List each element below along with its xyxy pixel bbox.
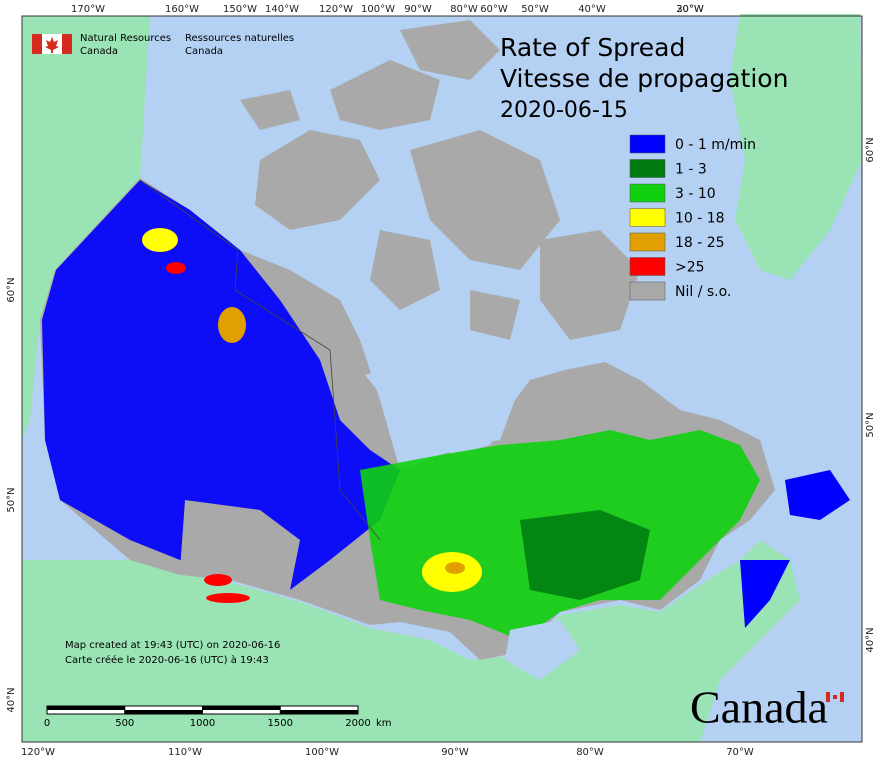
legend-swatch [629, 257, 666, 276]
wordmark: Canada [690, 682, 844, 733]
nova-scotia [740, 560, 790, 628]
lon-label-bottom: 110°W [168, 747, 202, 758]
flag-bar [32, 34, 42, 54]
lat-label-right: 60°N [865, 137, 876, 162]
lon-label-top: 20°W [676, 4, 704, 15]
lat-label-left: 40°N [6, 687, 17, 712]
island [255, 130, 380, 230]
agency-fr: Canada [185, 46, 223, 57]
lon-label-top: 30°W [676, 4, 704, 15]
lon-label-top: 140°W [265, 4, 299, 15]
maple-leaf [45, 37, 59, 53]
spread-10-18-zone [142, 228, 178, 252]
legend-swatch [629, 183, 666, 203]
legend: 0 - 1 m/min 1 - 3 3 - 10 10 - 18 18 - 25 >25 N… [629, 134, 756, 301]
lat-label-left: 50°N [6, 487, 17, 512]
island [410, 130, 560, 270]
agency-fr: Ressources naturelles [185, 33, 294, 44]
scale-bar: 0 500 1000 1500 2000 km [44, 705, 392, 729]
lat-label-right: 40°N [865, 627, 876, 652]
scale-segment [280, 710, 358, 714]
territory-border [139, 179, 381, 541]
wordmark-text: Canada [690, 682, 828, 733]
scale-label: 1000 [190, 718, 215, 729]
island [370, 230, 440, 310]
lat-label-left: 60°N [6, 277, 17, 302]
lon-label-top: 150°W [223, 4, 257, 15]
spread-18-25-zone [445, 562, 465, 574]
agency-en: Natural Resources [80, 33, 171, 44]
arctic-islands [240, 20, 640, 340]
lon-label-top: 80°W [450, 4, 478, 15]
map-border [21, 15, 863, 743]
scale-label: 1500 [268, 718, 293, 729]
flag-bar [840, 692, 844, 702]
lon-label-top: 60°W [480, 4, 508, 15]
legend-label: Nil / s.o. [675, 284, 731, 300]
scale-label: 500 [115, 718, 134, 729]
legend-label: >25 [675, 260, 705, 276]
island [540, 230, 640, 340]
spread-18-25-zone [218, 307, 246, 343]
spread-gt25-zone [166, 262, 186, 274]
hudson-bay [365, 360, 505, 455]
lon-label-bottom: 120°W [21, 747, 55, 758]
gov-logo [32, 34, 72, 54]
graticule-labels: 170°W 160°W 150°W 140°W 120°W 100°W 90°W 80°W 60… [6, 4, 876, 758]
island [240, 90, 300, 130]
lon-label-bottom: 100°W [305, 747, 339, 758]
lon-label-top: 100°W [361, 4, 395, 15]
island [330, 60, 440, 130]
agency-en: Canada [80, 46, 118, 57]
spread-1-3-zone [520, 510, 650, 600]
alaska-land [22, 16, 150, 440]
title: Rate of Spread [500, 33, 685, 62]
lon-label-top: 170°W [71, 4, 105, 15]
legend-swatch [629, 232, 666, 252]
lat-label-right: 50°N [865, 412, 876, 437]
flag-bar [62, 34, 72, 54]
lon-label-top: 90°W [404, 4, 432, 15]
footnote: Carte créée le 2020-06-16 (UTC) à 19:43 [65, 654, 269, 666]
island [470, 290, 520, 340]
legend-swatch [629, 159, 666, 178]
scale-segment [124, 710, 203, 714]
date: 2020-06-15 [500, 98, 628, 123]
flag-bar [826, 692, 830, 702]
spread-gt25-zone [204, 574, 232, 586]
scale-segment [202, 706, 281, 710]
spread-0-1-zone [42, 180, 400, 590]
nil-zone [180, 500, 300, 590]
lon-label-bottom: 80°W [576, 747, 604, 758]
scale-label: 0 [44, 718, 50, 729]
scale-unit: km [376, 718, 392, 729]
legend-label: 0 - 1 m/min [675, 137, 756, 153]
maple-leaf [833, 695, 837, 699]
lon-label-top: 160°W [165, 4, 199, 15]
legend-swatch [629, 134, 666, 154]
lon-label-top: 50°W [521, 4, 549, 15]
scale-segment [47, 706, 125, 710]
title: Vitesse de propagation [500, 64, 788, 93]
legend-label: 10 - 18 [675, 211, 725, 227]
map-area [22, 14, 862, 742]
lon-label-top: 120°W [319, 4, 353, 15]
lon-label-top: 40°W [578, 4, 606, 15]
newfoundland [785, 470, 850, 520]
legend-label: 1 - 3 [675, 162, 707, 178]
legend-swatch [629, 208, 666, 227]
lon-label-bottom: 70°W [726, 747, 754, 758]
island [400, 20, 500, 80]
scale-label: 2000 [345, 718, 370, 729]
legend-swatch [629, 281, 666, 301]
spread-gt25-zone [206, 593, 250, 603]
great-lakes [505, 620, 580, 680]
greenland-land [730, 14, 862, 280]
footnote: Map created at 19:43 (UTC) on 2020-06-16 [65, 640, 280, 651]
lon-label-bottom: 90°W [441, 747, 469, 758]
usa-land [22, 540, 800, 742]
legend-label: 3 - 10 [675, 186, 716, 202]
legend-label: 18 - 25 [675, 235, 725, 251]
